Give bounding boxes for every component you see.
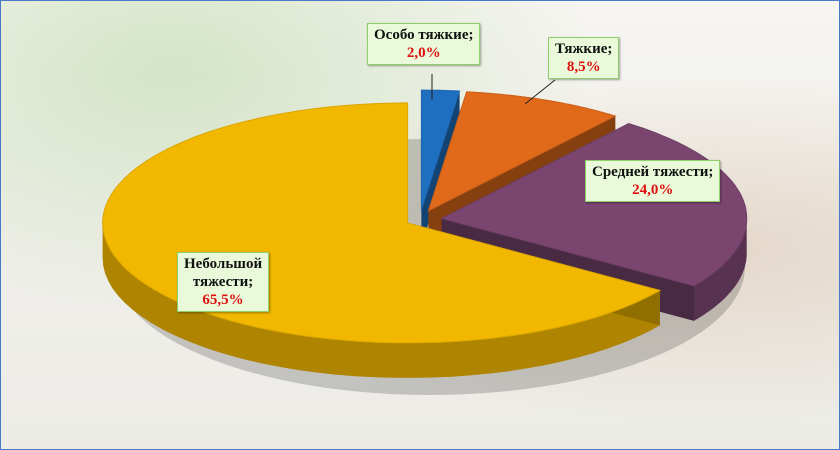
slice-wall-nebolshoy-tyazhesti	[102, 222, 660, 378]
label-nebolshoy-tyazhesti-value: 65,5%	[202, 292, 244, 308]
label-sredney-tyazhesti-name: Средней тяжести;	[592, 164, 714, 180]
label-nebolshoy-tyazhesti: Небольшой тяжести; 65,5%	[177, 252, 270, 312]
slice-wall-sredney-tyazhesti	[694, 218, 747, 321]
label-tyazhkie-name: Тяжкие;	[555, 41, 613, 57]
label-nebolshoy-tyazhesti-name-line2: тяжести;	[192, 274, 254, 290]
leader-line-tyazhkie	[524, 79, 556, 105]
label-sredney-tyazhesti: Средней тяжести; 24,0%	[585, 160, 721, 202]
label-osobo-tyazhkie-name: Особо тяжкие;	[374, 27, 474, 43]
label-nebolshoy-tyazhesti-name-line1: Небольшой	[184, 256, 263, 272]
label-tyazhkie: Тяжкие; 8,5%	[548, 37, 620, 79]
slice-osobo-tyazhkie	[420, 89, 461, 211]
slice-tyazhkie	[427, 91, 617, 212]
label-tyazhkie-value: 8,5%	[566, 59, 601, 75]
label-osobo-tyazhkie: Особо тяжкие; 2,0%	[367, 23, 481, 65]
label-osobo-tyazhkie-value: 2,0%	[406, 45, 441, 61]
label-sredney-tyazhesti-value: 24,0%	[632, 182, 674, 198]
